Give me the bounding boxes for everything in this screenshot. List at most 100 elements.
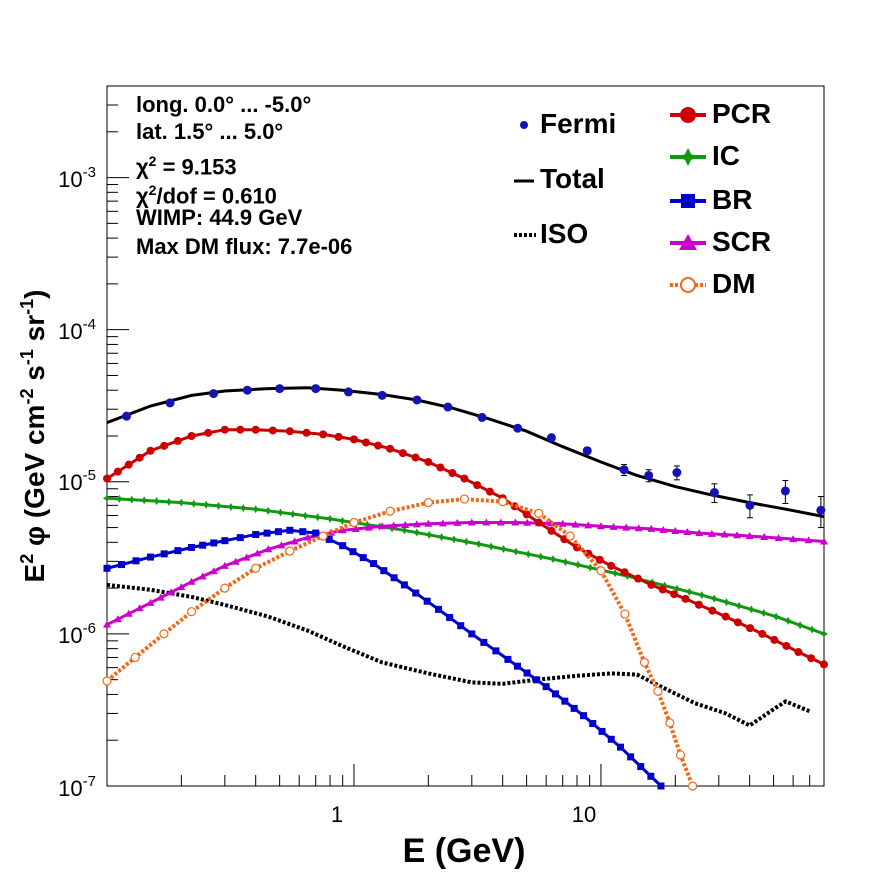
fermi-point-3 <box>242 385 252 395</box>
pcr-point-47 <box>721 612 730 621</box>
legend-label-ic: IC <box>712 140 740 171</box>
br-point-7 <box>199 541 207 549</box>
scr-point-55 <box>774 534 783 542</box>
pcr-point-1 <box>113 467 122 476</box>
pcr-point-49 <box>746 624 755 633</box>
pcr-point-44 <box>681 594 690 603</box>
info-max-dm-flux: Max DM flux: 7.7e-06 <box>136 234 353 259</box>
legend-label-total: Total <box>540 163 605 194</box>
scr-point-22 <box>351 524 360 532</box>
x-axis-title: E (GeV) <box>403 832 526 870</box>
scr-point-14 <box>253 549 262 557</box>
ic-point-45 <box>660 581 669 590</box>
scr-point-57 <box>804 536 813 544</box>
pcr-point-52 <box>782 641 791 650</box>
pcr-point-23 <box>424 457 433 466</box>
scr-point-12 <box>231 557 240 565</box>
y-tick-label-1e-5: 10-5 <box>58 467 96 495</box>
ic-point-35 <box>536 552 545 561</box>
pcr-point-46 <box>708 606 717 615</box>
pcr-point-15 <box>319 430 328 439</box>
scr-point-17 <box>290 537 299 545</box>
ic-point-21 <box>363 520 372 529</box>
ic-point-52 <box>747 605 756 614</box>
scr-point-1 <box>113 615 122 623</box>
ic-point-10 <box>226 503 235 512</box>
br-point-0 <box>103 564 111 572</box>
ic-point-6 <box>177 498 186 507</box>
ic-point-13 <box>264 506 273 515</box>
pcr-point-9 <box>220 425 229 434</box>
ic-point-32 <box>499 545 508 554</box>
br-point-15 <box>299 528 307 536</box>
br-point-18 <box>339 542 347 550</box>
ic-point-18 <box>326 514 335 523</box>
legend-label-fermi: Fermi <box>540 108 617 139</box>
pcr-point-12 <box>268 426 277 435</box>
dm-point-5 <box>251 563 261 573</box>
ic-point-26 <box>425 530 434 539</box>
scr-point-31 <box>467 518 476 526</box>
fermi-point-17 <box>709 488 719 498</box>
scr-point-3 <box>135 604 144 612</box>
fermi-point-1 <box>165 398 175 408</box>
pcr-point-42 <box>658 585 667 594</box>
br-point-48 <box>647 772 655 780</box>
br-point-26 <box>423 597 431 605</box>
fermi-point-14 <box>619 465 629 475</box>
scr-point-58 <box>820 537 828 545</box>
dm-point-11 <box>459 494 470 504</box>
br-point-3 <box>146 553 154 561</box>
pcr-point-21 <box>398 449 407 458</box>
br-point-45 <box>617 743 625 751</box>
scr-point-30 <box>453 518 462 526</box>
scr-point-50 <box>707 529 716 537</box>
dm-point-4 <box>220 583 230 593</box>
scr-point-4 <box>146 598 155 606</box>
total-line <box>106 386 825 519</box>
br-point-9 <box>221 537 229 545</box>
br-point-32 <box>492 647 500 655</box>
br-point-13 <box>274 528 282 536</box>
legend-marker-dm <box>680 277 696 293</box>
br-point-11 <box>252 531 260 539</box>
br-point-46 <box>627 753 635 761</box>
legend-label-scr: SCR <box>712 226 772 257</box>
br-point-5 <box>174 547 182 555</box>
fermi-point-4 <box>275 384 285 394</box>
pcr-point-28 <box>485 487 494 496</box>
legend-marker-br <box>681 194 695 208</box>
scr-point-34 <box>511 518 520 526</box>
dm-point-6 <box>285 546 295 556</box>
series-layer <box>102 384 828 791</box>
x-tick-label-1: 1 <box>331 802 343 827</box>
br-point-8 <box>210 539 218 547</box>
ic-point-7 <box>189 499 198 508</box>
br-point-20 <box>359 554 367 562</box>
br-point-27 <box>435 605 443 613</box>
ic-point-29 <box>462 537 471 546</box>
pcr-point-5 <box>160 441 169 450</box>
dm-point-12 <box>498 497 508 507</box>
scr-point-23 <box>364 523 373 531</box>
ic-point-42 <box>623 572 632 581</box>
pcr-point-7 <box>187 432 196 440</box>
ic-point-58 <box>820 629 828 638</box>
pcr-point-6 <box>173 436 182 445</box>
scr-point-42 <box>609 522 618 530</box>
fermi-point-0 <box>122 411 132 421</box>
scr-point-7 <box>177 583 186 591</box>
fermi-point-9 <box>443 402 453 412</box>
dm-point-14 <box>565 531 575 541</box>
pcr-point-53 <box>794 648 803 657</box>
legend-marker-pcr <box>680 107 696 123</box>
y-tick-label-1e-3: 10-3 <box>58 164 96 192</box>
chi2dof-sup: 2 <box>148 182 157 198</box>
br-point-10 <box>236 534 244 542</box>
pcr-point-41 <box>647 580 656 589</box>
pcr-point-37 <box>595 555 604 564</box>
br-point-29 <box>457 622 465 630</box>
scr-line <box>106 521 825 627</box>
scr-point-38 <box>558 519 567 527</box>
